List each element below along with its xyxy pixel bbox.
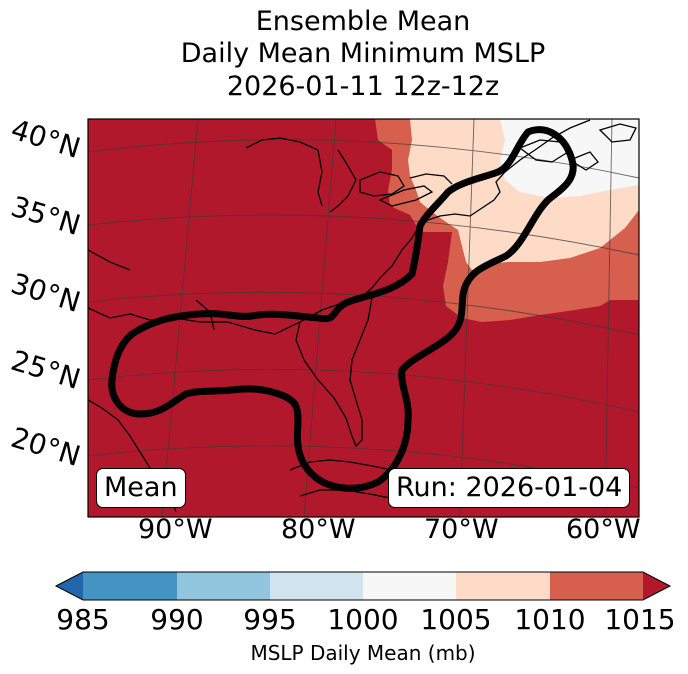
colorbar-segment-1000 — [363, 572, 456, 600]
colorbar-tick-985: 985 — [56, 603, 110, 636]
lon-label-80w: 80°W — [281, 514, 356, 545]
colorbar-tick-1000: 1000 — [327, 603, 399, 636]
title-line-3: 2026-01-11 12z-12z — [226, 71, 500, 102]
lon-label-90w: 90°W — [138, 514, 213, 545]
colorbar-arrow-high — [643, 572, 670, 600]
colorbar-segment-1010 — [550, 572, 643, 600]
colorbar-tick-990: 990 — [150, 603, 204, 636]
lon-label-70w: 70°W — [424, 514, 499, 545]
map-figure — [87, 118, 640, 518]
map-area — [88, 119, 639, 517]
colorbar-tick-1010: 1010 — [514, 603, 586, 636]
colorbar-outline — [54, 571, 672, 601]
run-date-box: Run: 2026-01-04 — [388, 468, 631, 508]
title-line-2: Daily Mean Minimum MSLP — [180, 38, 546, 69]
colorbar-arrow-low — [56, 572, 83, 600]
colorbar-tick-1015: 1015 — [604, 603, 676, 636]
mean-label-box: Mean — [96, 468, 186, 508]
colorbar-label: MSLP Daily Mean (mb) — [250, 641, 476, 665]
colorbar-segment-1005 — [456, 572, 550, 600]
map-frame — [87, 118, 640, 518]
colorbar-tick-995: 995 — [243, 603, 297, 636]
colorbar-segment-990 — [177, 572, 270, 600]
title-line-1: Ensemble Mean — [255, 6, 471, 37]
colorbar-segment-985 — [83, 572, 177, 600]
colorbar — [54, 571, 672, 601]
lon-label-60w: 60°W — [566, 514, 641, 545]
colorbar-segment-995 — [270, 572, 363, 600]
colorbar-tick-1005: 1005 — [420, 603, 492, 636]
ensemble-track-outline — [108, 126, 577, 492]
